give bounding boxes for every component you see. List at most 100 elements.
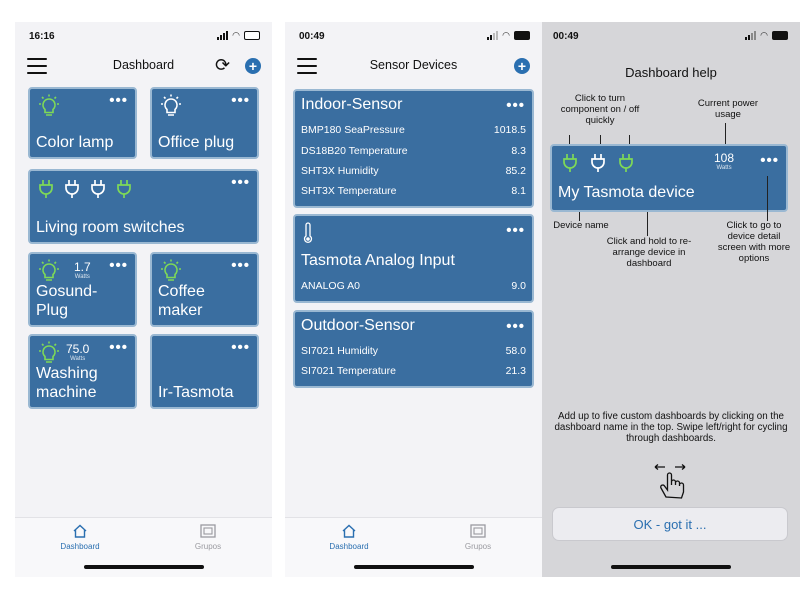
add-device-button[interactable]: +: [245, 58, 261, 74]
leader-line: [629, 135, 630, 147]
power-value: 1.7: [74, 260, 91, 274]
status-time: 00:49: [553, 31, 579, 42]
sensor-label: ANALOG A0: [301, 280, 360, 292]
swipe-hand-icon: [654, 464, 686, 499]
sensor-value: 8.3: [511, 145, 526, 157]
tab-bar: Dashboard Grupos: [15, 517, 272, 577]
status-time: 00:49: [299, 31, 325, 42]
annotation-hold: Click and hold to re-arrange device in d…: [606, 236, 692, 269]
power-unit: Watts: [70, 356, 86, 362]
battery-icon: [514, 31, 530, 40]
sensor-card[interactable]: Outdoor-Sensor ••• SI7021 Humidity 58.0 S…: [293, 310, 534, 388]
page-title[interactable]: Dashboard: [112, 58, 175, 72]
tab-groups[interactable]: Grupos: [168, 524, 248, 551]
tab-bar: Dashboard Grupos: [285, 517, 542, 577]
power-readout: 1.7 Watts: [74, 260, 91, 281]
more-button[interactable]: •••: [109, 339, 128, 356]
sensor-row: ANALOG A0 9.0: [301, 280, 526, 292]
more-button[interactable]: •••: [231, 92, 250, 109]
plug-icon[interactable]: [64, 179, 80, 199]
sensor-label: BMP180 SeaPressure: [301, 124, 405, 136]
menu-icon[interactable]: [27, 58, 47, 74]
status-icons: ◠: [217, 30, 260, 41]
wifi-icon: ◠: [502, 30, 510, 40]
plug-icon[interactable]: [38, 179, 54, 199]
sensor-card[interactable]: Indoor-Sensor ••• BMP180 SeaPressure 1018…: [293, 89, 534, 208]
power-unit: Watts: [716, 165, 732, 171]
device-tile[interactable]: 75.0 Watts ••• Washing machine: [28, 334, 137, 409]
sensor-card[interactable]: ••• Tasmota Analog Input ANALOG A0 9.0: [293, 214, 534, 303]
home-indicator: [611, 565, 731, 569]
more-button[interactable]: •••: [760, 152, 779, 169]
tab-dashboard[interactable]: Dashboard: [40, 524, 120, 551]
plug-icon[interactable]: [90, 179, 106, 199]
battery-icon: [244, 31, 260, 40]
navbar: Sensor Devices +: [285, 52, 542, 80]
more-button[interactable]: •••: [109, 257, 128, 274]
sensor-title: Tasmota Analog Input: [301, 252, 455, 269]
sensor-label: SHT3X Temperature: [301, 185, 397, 197]
ok-got-it-button[interactable]: OK - got it ...: [552, 507, 788, 541]
more-button[interactable]: •••: [506, 97, 525, 114]
more-button[interactable]: •••: [231, 339, 250, 356]
device-tile[interactable]: 1.7 Watts ••• Gosund-Plug: [28, 252, 137, 327]
status-icons: ◠: [487, 30, 530, 41]
sensor-value: 21.3: [505, 365, 526, 377]
tab-label: Dashboard: [329, 542, 369, 551]
device-tile[interactable]: ••• Living room switches: [28, 169, 259, 244]
leader-line: [600, 135, 601, 147]
sensor-devices-screen: 00:49 ◠ Sensor Devices + Indoor-Sensor •…: [285, 22, 542, 577]
tab-label: Grupos: [464, 542, 492, 551]
leader-line: [579, 212, 580, 221]
leader-line: [725, 123, 726, 147]
more-button[interactable]: •••: [231, 174, 250, 191]
bulb-outline-icon[interactable]: [158, 94, 184, 118]
sensor-row: SHT3X Humidity 85.2: [301, 165, 526, 177]
sensor-label: SHT3X Humidity: [301, 165, 379, 177]
device-name: Office plug: [158, 134, 235, 151]
more-button[interactable]: •••: [109, 92, 128, 109]
tab-groups[interactable]: Grupos: [438, 524, 518, 551]
device-tile[interactable]: ••• Color lamp: [28, 87, 137, 159]
home-indicator: [83, 565, 204, 569]
plug-icon[interactable]: [618, 153, 634, 173]
device-tile[interactable]: ••• Ir-Tasmota: [150, 334, 259, 409]
battery-icon: [772, 31, 788, 40]
more-button[interactable]: •••: [506, 318, 525, 335]
leader-line: [569, 135, 570, 147]
signal-icon: [745, 31, 757, 40]
tab-dashboard[interactable]: Dashboard: [309, 524, 389, 551]
wifi-icon: ◠: [232, 30, 240, 40]
power-unit: Watts: [74, 274, 90, 280]
bulb-icon[interactable]: [36, 94, 62, 118]
power-readout: 108 Watts: [714, 152, 734, 172]
status-icons: ◠: [745, 30, 788, 41]
bulb-icon[interactable]: [36, 259, 62, 283]
status-bar: 00:49 ◠: [542, 22, 800, 50]
sensor-value: 1018.5: [493, 124, 526, 136]
sensor-label: DS18B20 Temperature: [301, 145, 408, 157]
signal-icon: [217, 31, 229, 40]
status-bar: 16:16 ◠: [15, 22, 272, 50]
tab-label: Grupos: [194, 542, 222, 551]
plug-group: [38, 179, 132, 199]
more-button[interactable]: •••: [506, 222, 525, 239]
sensor-title: Indoor-Sensor: [301, 96, 403, 113]
bulb-icon[interactable]: [36, 341, 62, 365]
plug-icon[interactable]: [590, 153, 606, 173]
add-device-button[interactable]: +: [514, 58, 530, 74]
sensor-row: DS18B20 Temperature 8.3: [301, 145, 526, 157]
refresh-icon[interactable]: ⟳: [215, 55, 231, 75]
home-icon: [73, 524, 87, 538]
device-tile[interactable]: ••• Coffee maker: [150, 252, 259, 327]
plug-icon[interactable]: [116, 179, 132, 199]
dashboard-help-screen: 00:49 ◠ Dashboard help Click to turn com…: [542, 22, 800, 577]
more-button[interactable]: •••: [231, 257, 250, 274]
groups-icon: [470, 524, 486, 538]
device-tile[interactable]: ••• Office plug: [150, 87, 259, 159]
menu-icon[interactable]: [297, 58, 317, 74]
plug-icon[interactable]: [562, 153, 578, 173]
leader-line: [647, 212, 648, 236]
demo-device-tile[interactable]: 108 Watts ••• My Tasmota device: [550, 144, 788, 212]
bulb-icon[interactable]: [158, 259, 184, 283]
